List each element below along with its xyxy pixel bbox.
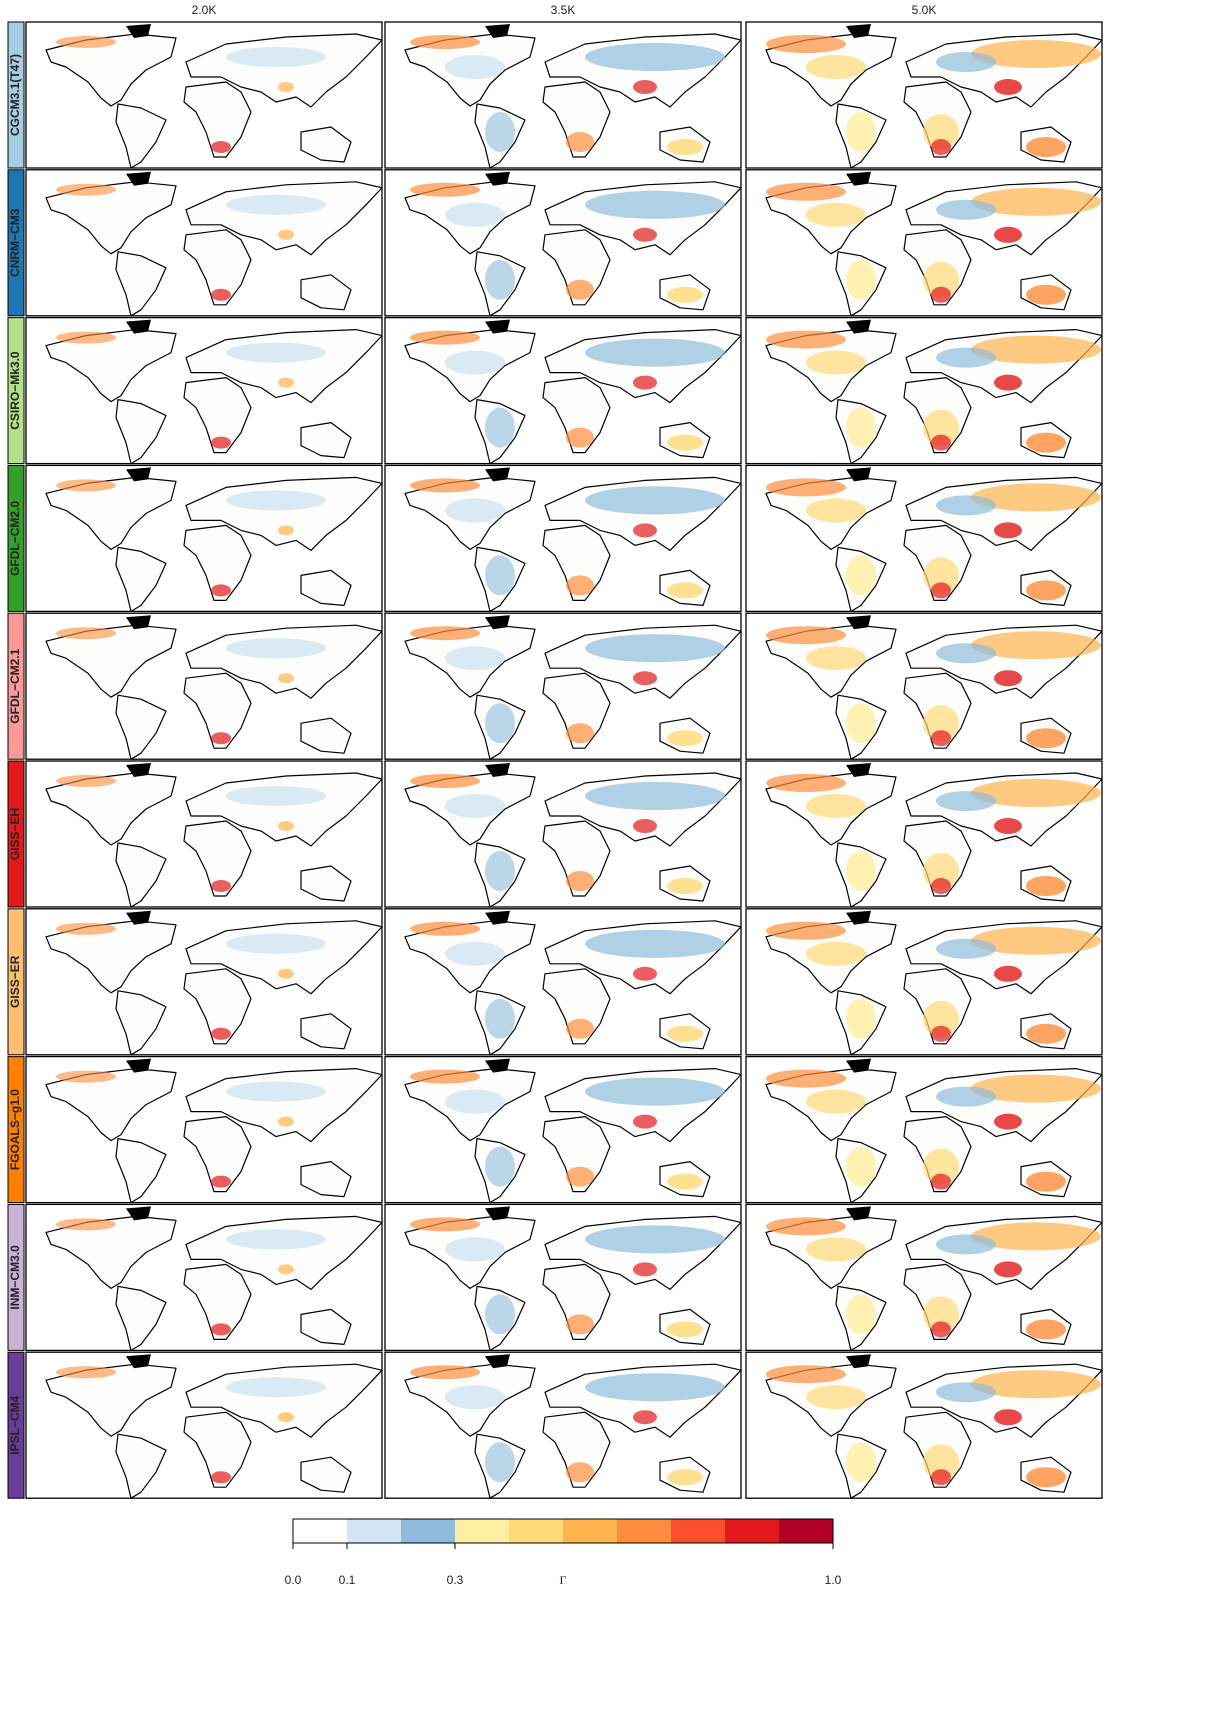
map <box>405 320 741 464</box>
map <box>46 172 382 316</box>
map <box>766 911 1102 1055</box>
map <box>46 911 382 1055</box>
row-label: GFDL−CM2.1 <box>8 648 22 723</box>
map-panel <box>385 1352 741 1498</box>
row-label: CGCM3.1(T47) <box>8 54 22 136</box>
colorbar-tick-label: 1.0 <box>825 1573 842 1587</box>
colorbar-segment <box>563 1519 617 1543</box>
map-panel <box>385 170 741 316</box>
map-panel <box>385 761 741 907</box>
colorbar-segment <box>401 1519 455 1543</box>
map <box>46 24 382 168</box>
map <box>766 763 1102 907</box>
map-panel <box>746 170 1102 316</box>
map <box>766 467 1102 611</box>
column-title: 3.5K <box>551 3 576 17</box>
map-panel <box>746 761 1102 907</box>
map-panel <box>26 761 382 907</box>
map-panel <box>746 613 1102 759</box>
colorbar-tick-label: 0.0 <box>285 1573 302 1587</box>
map-panel <box>746 1204 1102 1350</box>
colorbar-segment <box>671 1519 725 1543</box>
map <box>766 24 1102 168</box>
map <box>46 1206 382 1350</box>
row-label: CNRM−CM3 <box>8 208 22 277</box>
colorbar-segment <box>725 1519 779 1543</box>
colorbar-title: Γ <box>560 1573 567 1587</box>
map <box>405 615 741 759</box>
column-title: 2.0K <box>192 3 217 17</box>
map <box>766 615 1102 759</box>
map <box>766 1059 1102 1203</box>
map-panel <box>746 465 1102 611</box>
figure: 2.0K 3.5K 5.0K CGCM3.1(T47) CNRM−CM3 CSIRO−Mk… <box>0 0 1215 1731</box>
colorbar-tick-label: 0.1 <box>339 1573 356 1587</box>
colorbar-segment <box>455 1519 509 1543</box>
colorbar-segment <box>293 1519 347 1543</box>
map-panel <box>385 465 741 611</box>
row-label: IPSL−CM4 <box>8 1395 22 1454</box>
map <box>405 172 741 316</box>
row-label: INM−CM3.0 <box>8 1245 22 1310</box>
map-panel <box>385 909 741 1055</box>
map-panel <box>385 1204 741 1350</box>
map-panel <box>385 318 741 464</box>
map-panel <box>746 22 1102 168</box>
colorbar-segment <box>347 1519 401 1543</box>
colorbar-segment <box>779 1519 833 1543</box>
map <box>405 1059 741 1203</box>
map <box>405 24 741 168</box>
map-panel <box>746 909 1102 1055</box>
map-panel <box>385 613 741 759</box>
colorbar-tick-label: 0.3 <box>447 1573 464 1587</box>
map-panel <box>385 22 741 168</box>
row-label: GISS−ER <box>8 955 22 1008</box>
map <box>766 1354 1102 1498</box>
map-panel <box>26 909 382 1055</box>
map-panel <box>26 22 382 168</box>
map <box>405 1206 741 1350</box>
map-panel <box>26 170 382 316</box>
map <box>46 763 382 907</box>
map-panel <box>26 1057 382 1203</box>
map <box>766 1206 1102 1350</box>
map-panel <box>746 1352 1102 1498</box>
page: {"column_titles": ["2.0K", "3.5K", "5.0K… <box>0 0 1215 1731</box>
map <box>405 763 741 907</box>
map <box>405 1354 741 1498</box>
map-panel <box>26 1352 382 1498</box>
row-label: GFDL−CM2.0 <box>8 501 22 576</box>
map-panel <box>26 318 382 464</box>
map <box>46 320 382 464</box>
map-panel <box>26 465 382 611</box>
map <box>46 1354 382 1498</box>
map <box>46 615 382 759</box>
map <box>405 911 741 1055</box>
map-panel <box>746 318 1102 464</box>
map <box>46 1059 382 1203</box>
map-panel <box>26 613 382 759</box>
row-label: CSIRO−Mk3.0 <box>8 351 22 430</box>
column-title: 5.0K <box>912 3 937 17</box>
map <box>46 467 382 611</box>
map-panel <box>26 1204 382 1350</box>
map-panel <box>385 1057 741 1203</box>
row-label: FGOALS−g1.0 <box>8 1089 22 1170</box>
row-label: GISS−EH <box>8 808 22 860</box>
colorbar-segment <box>617 1519 671 1543</box>
map-panel <box>746 1057 1102 1203</box>
map <box>766 172 1102 316</box>
map <box>405 467 741 611</box>
map <box>766 320 1102 464</box>
colorbar-segment <box>509 1519 563 1543</box>
